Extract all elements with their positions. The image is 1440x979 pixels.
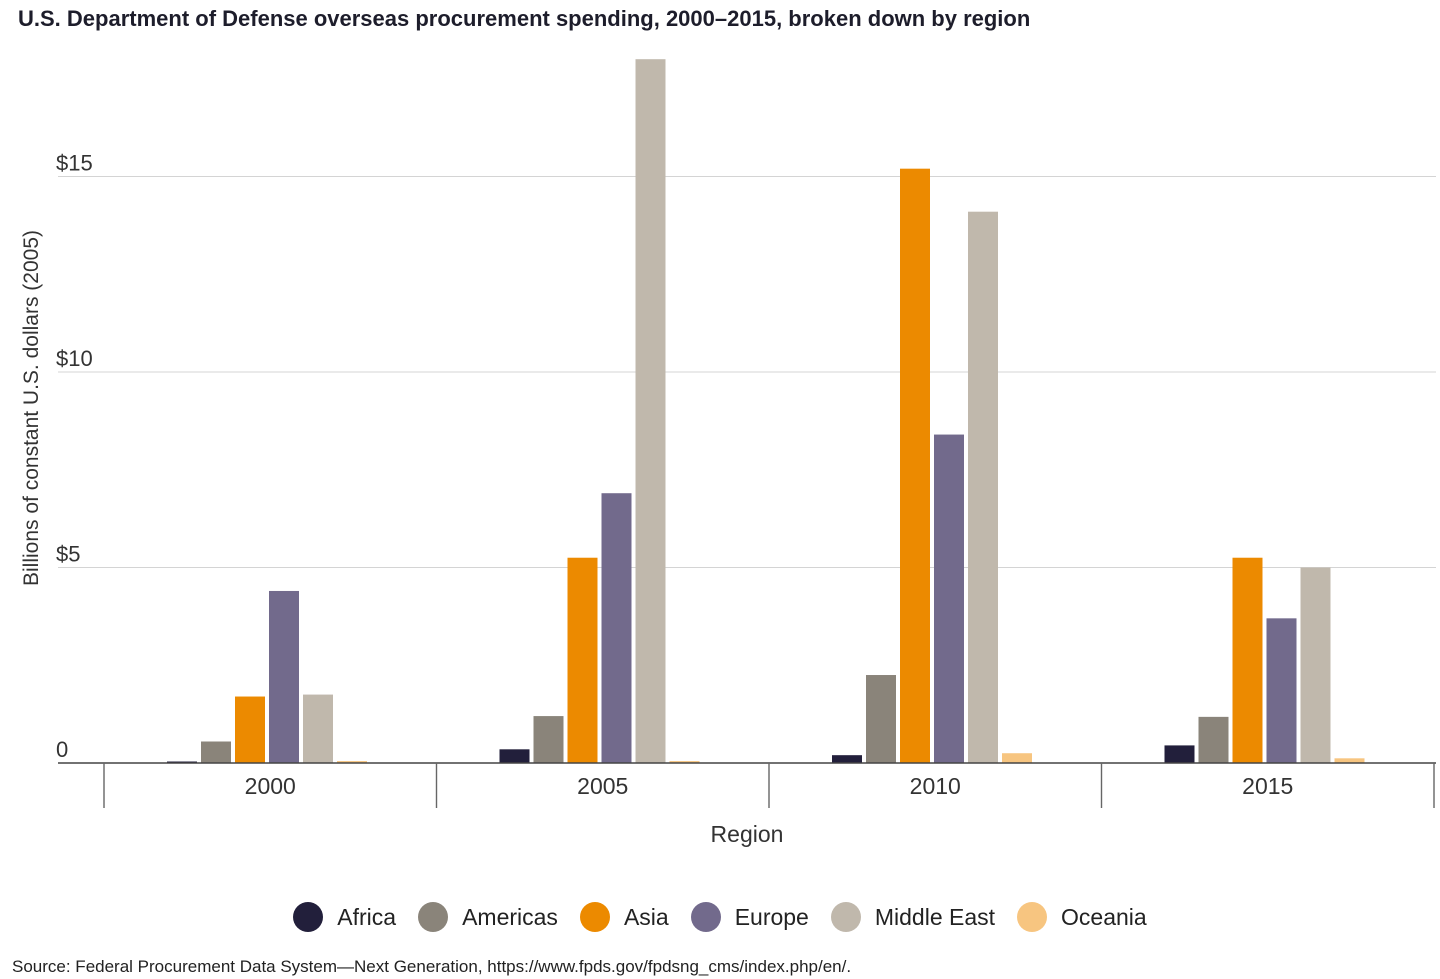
bar-middle-east-2000 <box>303 694 333 763</box>
bar-americas-2005 <box>533 716 564 763</box>
bar-europe-2000 <box>269 590 299 763</box>
bar-africa-2015 <box>1164 745 1195 763</box>
legend-label: Oceania <box>1061 903 1147 930</box>
legend-swatch <box>830 902 861 932</box>
bar-europe-2015 <box>1266 618 1297 763</box>
legend-label: Africa <box>337 903 397 930</box>
legend-swatch <box>418 902 449 932</box>
bar-middle-east-2010 <box>968 211 998 763</box>
bar-oceania-2010 <box>1002 753 1032 763</box>
bar-asia-2005 <box>567 557 598 763</box>
y-tick-label: 0 <box>56 737 68 762</box>
y-tick-label: $5 <box>56 542 80 567</box>
legend-swatch <box>579 902 610 932</box>
bar-middle-east-2015 <box>1300 567 1331 763</box>
legend: Africa Americas Asia Europe Middle East Ocean… <box>0 902 1440 932</box>
legend-item-asia: Asia <box>579 902 669 932</box>
legend-label: Asia <box>623 903 669 930</box>
x-tick-label: 2005 <box>577 773 628 799</box>
legend-item-middle-east: Middle East <box>830 902 996 932</box>
bar-africa-2010 <box>832 755 862 763</box>
bar-asia-2000 <box>235 696 265 763</box>
legend-item-africa: Africa <box>293 902 396 932</box>
bar-americas-2015 <box>1198 716 1229 763</box>
legend-item-europe: Europe <box>690 902 809 932</box>
legend-label: Europe <box>734 903 809 930</box>
x-tick-label: 2000 <box>245 773 296 799</box>
x-tick-label: 2010 <box>910 773 961 799</box>
legend-item-oceania: Oceania <box>1017 902 1147 932</box>
bar-americas-2000 <box>201 741 231 763</box>
legend-swatch <box>1017 902 1048 932</box>
y-axis-label: Billions of constant U.S. dollars (2005) <box>20 230 43 586</box>
bar-asia-2010 <box>900 168 930 763</box>
bar-asia-2015 <box>1232 557 1263 763</box>
bar-oceania-2015 <box>1334 758 1365 763</box>
bar-oceania-2000 <box>337 761 367 763</box>
x-tick-label: 2015 <box>1242 773 1293 799</box>
legend-label: Americas <box>462 903 558 930</box>
bar-middle-east-2005 <box>635 59 666 763</box>
legend-swatch <box>690 902 721 932</box>
legend-label: Middle East <box>874 903 996 930</box>
y-tick-label: $15 <box>56 151 93 176</box>
bar-oceania-2005 <box>669 761 700 763</box>
bar-europe-2010 <box>934 434 964 763</box>
chart-title: U.S. Department of Defense overseas proc… <box>18 6 1031 31</box>
y-axis-ticks: 0 $5 $10 $15 <box>56 151 93 763</box>
legend-item-americas: Americas <box>418 902 558 932</box>
bar-americas-2010 <box>866 675 896 763</box>
bar-chart: 2000 2005 2010 2015 0 $5 $10 $15 Billions of c… <box>20 59 1436 847</box>
x-axis: 2000 2005 2010 2015 <box>58 762 1436 808</box>
bar-africa-2005 <box>499 749 530 763</box>
source-note: Source: Federal Procurement Data System—… <box>12 957 852 976</box>
grid-lines <box>58 176 1436 568</box>
y-tick-label: $10 <box>56 346 93 371</box>
bars <box>167 59 1365 763</box>
bar-europe-2005 <box>601 493 632 763</box>
legend-swatch <box>293 902 324 932</box>
x-axis-label: Region <box>711 821 784 847</box>
